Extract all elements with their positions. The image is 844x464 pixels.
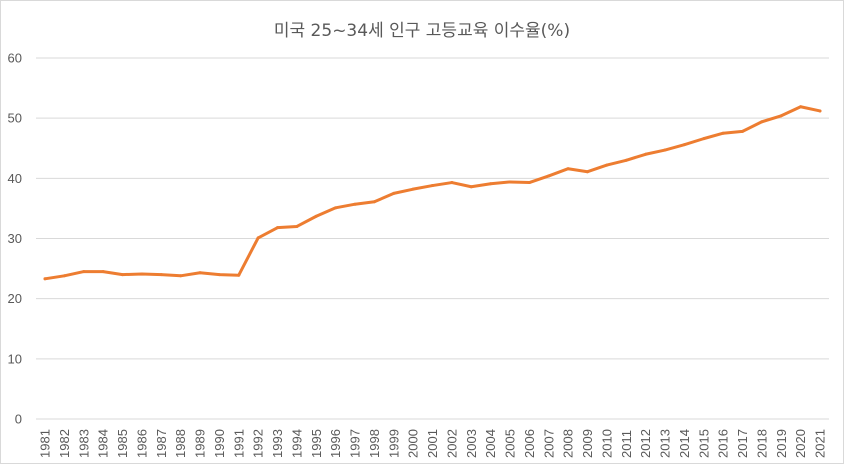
x-tick-label: 1986 [134,429,149,458]
x-tick-label: 2019 [774,429,789,458]
data-point [644,152,648,156]
data-point [43,277,47,281]
x-tick-label: 1987 [154,429,169,458]
x-tick-label: 1981 [38,429,53,458]
data-point [62,274,66,278]
data-point [450,181,454,185]
x-tick-label: 2017 [735,429,750,458]
x-tick-label: 1994 [289,429,304,458]
gridlines [36,57,829,420]
x-tick-label: 2020 [793,429,808,458]
data-point [741,129,744,133]
x-tick-label: 2012 [638,429,653,458]
x-tick-label: 2005 [503,429,518,458]
data-point [353,202,357,206]
x-tick-label: 1999 [386,429,401,458]
data-point [411,187,415,191]
y-tick-label: 60 [8,51,22,66]
data-point [372,200,376,204]
y-tick-label: 50 [8,111,22,126]
x-tick-label: 2010 [599,429,614,458]
chart-title: 미국 25~34세 인구 고등교육 이수율(%) [273,21,571,41]
series-layer [43,105,822,281]
x-tick-label: 1996 [328,429,343,458]
y-tick-label: 40 [8,171,22,186]
x-tick-label: 2007 [541,429,556,458]
data-point [702,137,706,141]
x-tick-label: 1992 [251,429,266,458]
data-point [276,226,279,230]
data-point [605,163,609,167]
x-tick-label: 1997 [348,429,363,458]
y-tick-label: 10 [8,351,22,366]
y-tick-label: 20 [8,291,22,306]
x-tick-label: 2016 [716,429,731,458]
x-tick-label: 1989 [193,429,208,458]
x-tick-label: 1988 [173,429,188,458]
data-point [566,167,570,171]
data-point [101,270,105,274]
x-tick-label: 1982 [57,429,72,458]
data-point [682,143,686,147]
x-tick-label: 2003 [464,429,479,458]
x-tick-label: 1991 [231,429,246,458]
data-point [779,114,783,118]
data-point [256,236,260,240]
x-tick-label: 2006 [522,429,537,458]
data-point [159,273,163,277]
series-line [43,105,822,281]
y-tick-label: 30 [8,231,22,246]
x-tick-label: 1993 [270,429,285,458]
y-tick-label: 0 [15,412,22,427]
data-point [82,270,86,274]
x-tick-label: 1990 [212,429,227,458]
data-point [237,273,241,277]
x-tick-label: 2021 [813,429,828,458]
data-point [799,105,803,109]
data-point [334,206,338,210]
y-axis-ticks: 0 10 20 30 40 50 60 [8,51,22,427]
x-tick-label: 1983 [76,429,91,458]
x-tick-label: 2004 [483,429,498,458]
data-point [431,184,434,188]
data-point [295,224,299,228]
data-point [547,174,551,178]
data-point [392,191,396,195]
x-tick-label: 1998 [367,429,382,458]
data-point [489,182,493,186]
x-tick-label: 2000 [406,429,421,458]
data-point [314,214,318,218]
data-point [818,109,822,113]
x-tick-label: 1984 [96,429,111,458]
x-tick-label: 2018 [754,429,769,458]
data-point [760,120,764,124]
data-point [527,181,531,185]
data-point [624,158,628,162]
x-tick-label: 2009 [580,429,595,458]
data-point [217,273,221,277]
x-tick-label: 2008 [561,429,576,458]
x-tick-label: 2013 [658,429,673,458]
x-axis-ticks: 1981 1982 1983 1984 1985 1986 1987 1988 1989 1990… [38,429,828,458]
data-point [721,131,725,135]
data-point [140,272,144,276]
x-tick-label: 2011 [619,430,634,458]
x-tick-label: 1985 [115,429,130,458]
data-point [469,185,473,189]
x-tick-label: 2001 [425,429,440,458]
x-tick-label: 2002 [444,429,459,458]
data-point [586,170,589,174]
x-tick-label: 2014 [677,429,692,458]
data-point [198,271,202,275]
x-tick-label: 1995 [309,429,324,458]
data-point [121,273,124,277]
data-point [663,148,667,152]
data-point [179,274,183,278]
data-point [508,180,512,184]
x-tick-label: 2015 [696,429,711,458]
